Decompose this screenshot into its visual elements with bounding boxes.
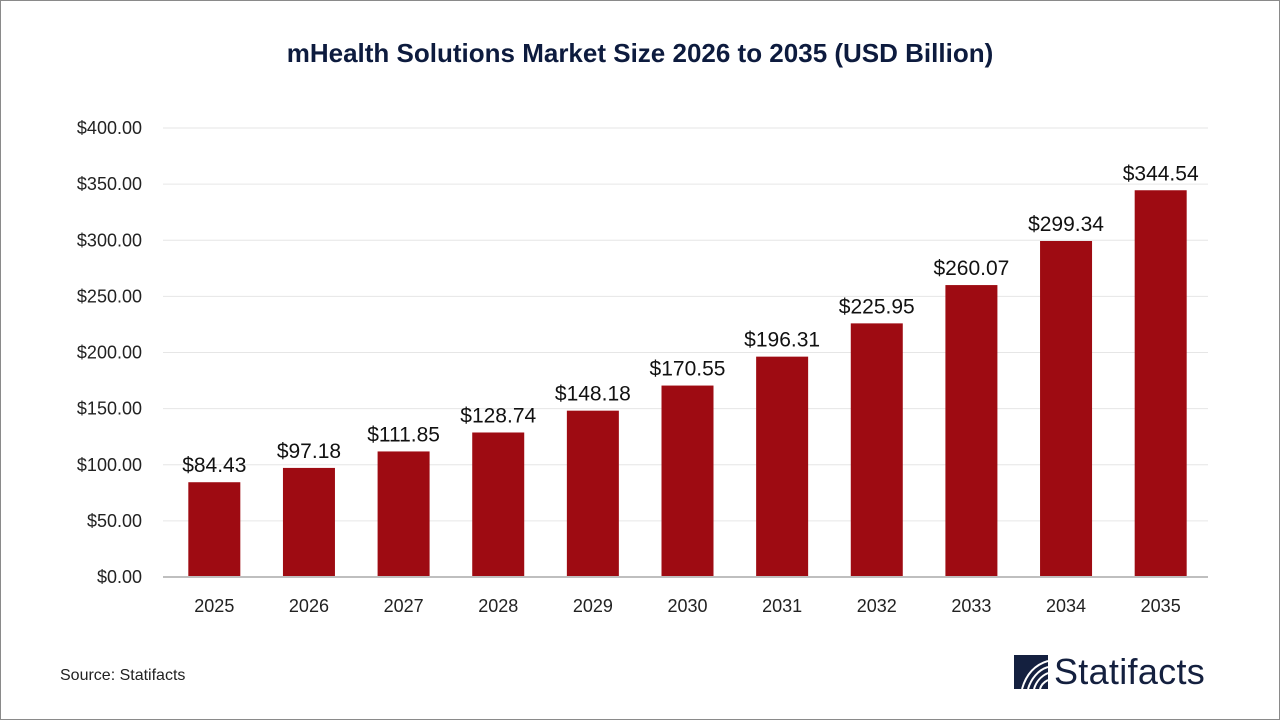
data-label: $128.74: [460, 404, 536, 427]
logo-text: Statifacts: [1054, 651, 1206, 692]
bar: [472, 432, 525, 577]
bar: [661, 385, 714, 577]
x-tick-label: 2030: [667, 596, 707, 616]
data-label: $111.85: [367, 423, 440, 446]
bar: [377, 451, 430, 577]
y-tick-label: $200.00: [77, 343, 142, 363]
statifacts-logo: Statifacts: [1014, 651, 1205, 693]
x-tick-label: 2028: [478, 596, 518, 616]
bar: [756, 356, 809, 577]
statifacts-logo-icon: [1014, 655, 1048, 689]
y-tick-label: $300.00: [77, 230, 142, 250]
x-tick-label: 2027: [384, 596, 424, 616]
data-label: $196.31: [744, 329, 820, 352]
x-tick-label: 2025: [194, 596, 234, 616]
y-tick-label: $150.00: [77, 399, 142, 419]
x-tick-label: 2029: [573, 596, 613, 616]
bar: [566, 410, 619, 577]
y-tick-label: $400.00: [77, 118, 142, 138]
y-tick-label: $350.00: [77, 174, 142, 194]
y-tick-label: $50.00: [87, 511, 142, 531]
bar: [850, 323, 903, 577]
data-label: $260.07: [933, 257, 1009, 280]
x-tick-label: 2033: [951, 596, 991, 616]
x-tick-label: 2034: [1046, 596, 1086, 616]
data-label: $299.34: [1028, 213, 1104, 236]
bar: [1040, 240, 1093, 577]
bar: [188, 482, 241, 577]
x-tick-label: 2032: [857, 596, 897, 616]
bar: [1134, 190, 1187, 577]
data-label: $148.18: [555, 383, 631, 406]
y-tick-label: $0.00: [97, 567, 142, 587]
x-tick-label: 2031: [762, 596, 802, 616]
data-label: $344.54: [1123, 162, 1199, 185]
x-tick-label: 2035: [1141, 596, 1181, 616]
chart-title: mHealth Solutions Market Size 2026 to 20…: [286, 38, 994, 68]
data-label: $97.18: [277, 440, 341, 463]
y-tick-label: $100.00: [77, 455, 142, 475]
data-label: $84.43: [182, 454, 246, 477]
x-tick-label: 2026: [289, 596, 329, 616]
source-note: Source: Statifacts: [60, 667, 186, 684]
bar: [945, 285, 998, 577]
data-label: $170.55: [650, 358, 726, 381]
data-label: $225.95: [839, 295, 915, 318]
y-tick-label: $250.00: [77, 286, 142, 306]
bar: [282, 467, 335, 577]
